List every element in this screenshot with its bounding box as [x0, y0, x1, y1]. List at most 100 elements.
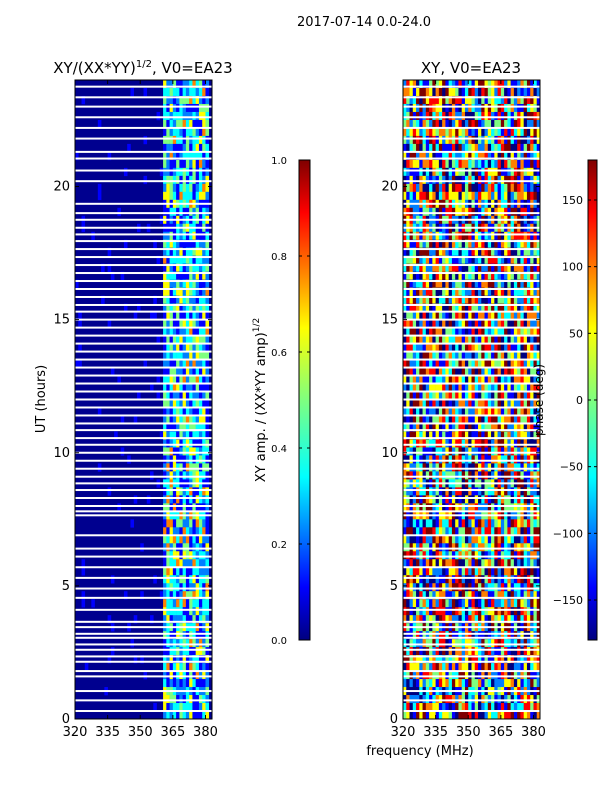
heatmap-cell [189, 183, 193, 193]
heatmap-cell [91, 231, 95, 241]
heatmap-cell [429, 607, 433, 616]
heatmap-cell [504, 151, 508, 161]
flagged-row [75, 326, 212, 329]
heatmap-cell [438, 535, 443, 544]
heatmap-cell [195, 183, 200, 193]
heatmap-cell [445, 567, 449, 576]
heatmap-cell [491, 343, 495, 352]
heatmap-cell [179, 559, 183, 568]
heatmap-cell [429, 95, 433, 105]
heatmap-cell [487, 263, 492, 272]
heatmap-cell [198, 599, 203, 608]
heatmap-cell [172, 583, 177, 592]
heatmap-cell [507, 119, 511, 129]
heatmap-cell [422, 359, 427, 368]
heatmap-cell [419, 279, 423, 288]
heatmap-cell [468, 399, 472, 408]
heatmap-cell [517, 183, 521, 193]
heatmap-cell [192, 631, 196, 640]
heatmap-cell [166, 375, 170, 384]
heatmap-cell [520, 671, 524, 680]
heatmap-cell [163, 591, 167, 600]
heatmap-cell [435, 423, 440, 432]
heatmap-cell [182, 423, 187, 432]
heatmap-cell [169, 447, 174, 456]
heatmap-cell [520, 175, 524, 185]
heatmap-cell [179, 591, 183, 600]
heatmap-cell [419, 327, 423, 336]
heatmap-cell [435, 383, 440, 392]
heatmap-cell [179, 255, 183, 265]
flagged-row [75, 318, 212, 321]
heatmap-cell [438, 231, 443, 241]
heatmap-cell [517, 647, 521, 656]
heatmap-cell [189, 679, 193, 688]
heatmap-cell [198, 183, 203, 193]
colorbar-tick-label: 0.6 [271, 348, 287, 359]
heatmap-cell [442, 399, 446, 408]
heatmap-cell [484, 359, 489, 368]
heatmap-cell [432, 679, 436, 688]
heatmap-cell [163, 503, 167, 512]
heatmap-cell [536, 495, 540, 504]
heatmap-cell [409, 399, 414, 408]
heatmap-cell [445, 543, 449, 552]
heatmap-cell [172, 95, 177, 105]
heatmap-cell [409, 711, 414, 719]
heatmap-cell [445, 663, 449, 672]
heatmap-cell [526, 471, 531, 480]
heatmap-cell [202, 143, 206, 153]
heatmap-cell [451, 103, 456, 113]
heatmap-cell [513, 271, 518, 280]
heatmap-cell [205, 367, 210, 376]
heatmap-cell [412, 295, 417, 304]
heatmap-cell [520, 351, 524, 360]
heatmap-cell [442, 503, 446, 512]
heatmap-cell [448, 535, 453, 544]
heatmap-cell [189, 399, 193, 408]
flagged-row [75, 358, 212, 361]
heatmap-cell [451, 551, 456, 560]
flagged-row [403, 626, 540, 629]
heatmap-cell [429, 247, 433, 257]
heatmap-cell [406, 647, 410, 656]
heatmap-cell [471, 95, 476, 105]
heatmap-cell [189, 567, 193, 576]
heatmap-cell [419, 631, 423, 640]
heatmap-cell [403, 359, 407, 368]
heatmap-cell [536, 159, 540, 169]
heatmap-cell [478, 631, 482, 640]
heatmap-cell [530, 391, 534, 400]
heatmap-cell [458, 519, 463, 528]
heatmap-cell [189, 487, 193, 496]
flagged-row [403, 655, 540, 658]
heatmap-cell [176, 335, 180, 344]
heatmap-cell [451, 183, 456, 193]
heatmap-cell [189, 255, 193, 265]
heatmap-cell [504, 375, 508, 384]
heatmap-cell [195, 607, 200, 616]
heatmap-cell [536, 519, 540, 528]
heatmap-cell [530, 447, 534, 456]
heatmap-cell [504, 471, 508, 480]
heatmap-cell [500, 319, 505, 328]
heatmap-cell [403, 191, 407, 201]
heatmap-cell [455, 367, 459, 376]
flagged-row [403, 256, 540, 259]
heatmap-cell [172, 463, 177, 472]
heatmap-cell [497, 655, 502, 664]
heatmap-cell [176, 311, 180, 320]
heatmap-cell [478, 703, 482, 712]
heatmap-cell [179, 375, 183, 384]
heatmap-cell [425, 559, 430, 568]
heatmap-cell [451, 423, 456, 432]
heatmap-cell [422, 711, 427, 719]
heatmap-cell [478, 191, 482, 201]
heatmap-cell [202, 607, 206, 616]
heatmap-cell [435, 519, 440, 528]
heatmap-cell [491, 599, 495, 608]
heatmap-cell [435, 95, 440, 105]
heatmap-cell [406, 615, 410, 624]
heatmap-cell [468, 663, 472, 672]
heatmap-cell [530, 535, 534, 544]
